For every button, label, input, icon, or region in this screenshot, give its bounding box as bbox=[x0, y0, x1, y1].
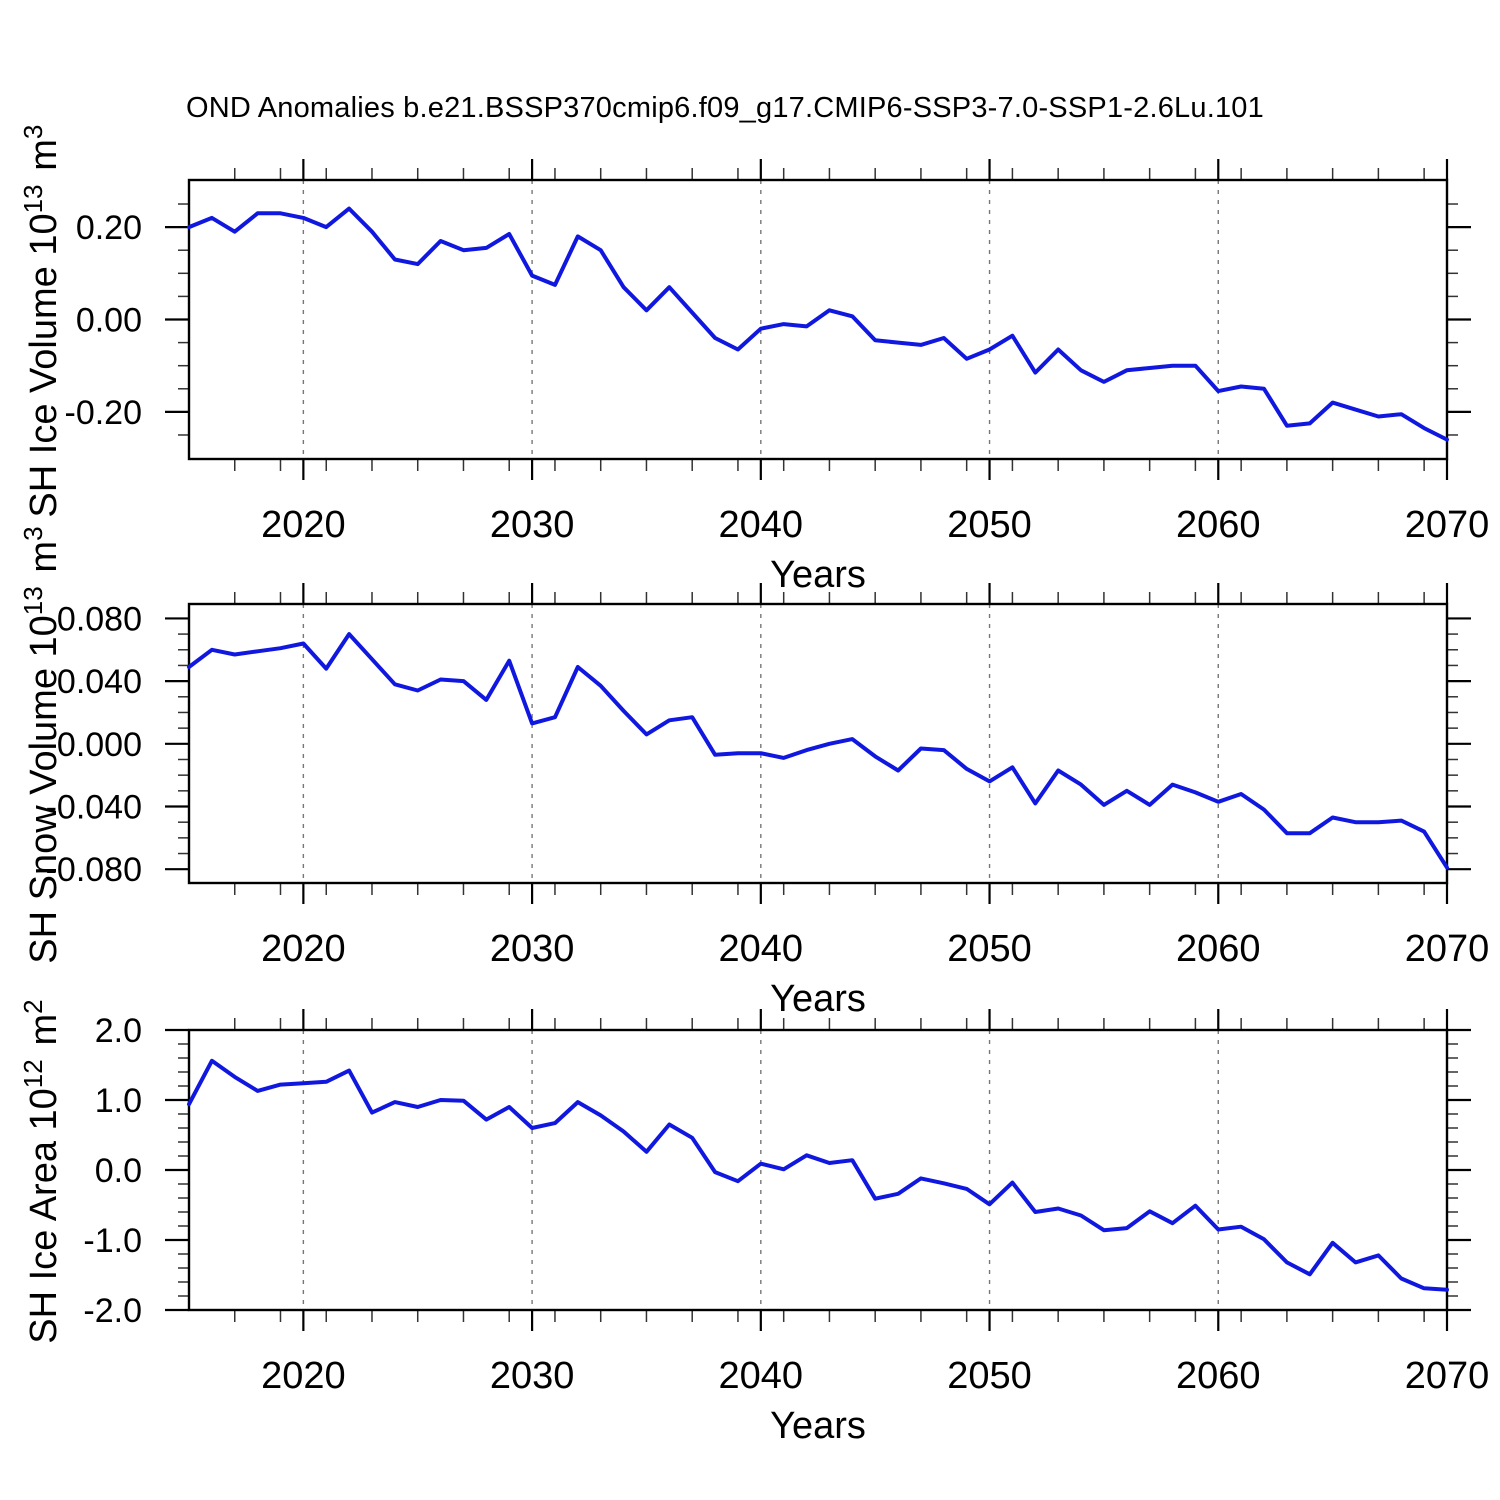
x-tick-label: 2070 bbox=[1405, 928, 1490, 970]
series-line bbox=[187, 632, 1449, 870]
x-tick-label: 2020 bbox=[261, 1355, 346, 1397]
y-tick-label: 0.000 bbox=[57, 726, 142, 764]
x-axis-title: Years bbox=[770, 554, 866, 596]
x-axis-title: Years bbox=[770, 978, 866, 1020]
x-tick-label: 2040 bbox=[719, 928, 804, 970]
y-tick-label: 0.0 bbox=[95, 1152, 142, 1190]
panel-sh-ice-area: 2.0 1.0 0.0 -1.0 -2.0 2020 2030 2040 2050 2060 207… bbox=[18, 996, 1490, 1447]
y-tick-label: 0.080 bbox=[57, 600, 142, 638]
y-axis-title: SH Ice Area 1012 m2 bbox=[18, 996, 65, 1344]
x-tick-label: 2040 bbox=[719, 1355, 804, 1397]
x-tick-label: 2040 bbox=[719, 504, 804, 546]
series-line bbox=[187, 206, 1449, 442]
y-tick-label: -1.0 bbox=[83, 1222, 142, 1260]
x-tick-label: 2020 bbox=[261, 928, 346, 970]
panel-sh-snow-volume: 0.080 0.040 0.000 -0.040 -0.080 2020 2030 2040 2… bbox=[18, 523, 1490, 1020]
x-tick-label: 2060 bbox=[1176, 1355, 1261, 1397]
plot-frame bbox=[187, 602, 1449, 885]
y-tick-label: -0.040 bbox=[46, 789, 142, 827]
x-tick-label: 2030 bbox=[490, 1355, 575, 1397]
y-tick-label: 0.20 bbox=[76, 209, 142, 247]
x-tick-label: 2050 bbox=[947, 1355, 1032, 1397]
figure-title: OND Anomalies b.e21.BSSP370cmip6.f09_g17… bbox=[186, 92, 1264, 124]
series-line bbox=[187, 1058, 1449, 1292]
y-axis-title: SH Snow Volume 1013 m3 bbox=[18, 523, 65, 964]
x-tick-label: 2030 bbox=[490, 504, 575, 546]
y-tick-label: 2.0 bbox=[95, 1012, 142, 1050]
x-tick-label: 2020 bbox=[261, 504, 346, 546]
x-tick-label: 2060 bbox=[1176, 504, 1261, 546]
x-tick-label: 2060 bbox=[1176, 928, 1261, 970]
y-tick-label: -0.080 bbox=[46, 851, 142, 889]
x-tick-label: 2050 bbox=[947, 504, 1032, 546]
x-tick-label: 2030 bbox=[490, 928, 575, 970]
plot-frame bbox=[187, 178, 1449, 461]
x-axis-title: Years bbox=[770, 1405, 866, 1447]
panel-sh-ice-volume: 0.20 0.00 -0.20 2020 2030 2040 2050 2060 2070 Yea… bbox=[18, 121, 1490, 596]
y-tick-label: 0.040 bbox=[57, 663, 142, 701]
y-tick-label: 1.0 bbox=[95, 1082, 142, 1120]
x-tick-label: 2070 bbox=[1405, 1355, 1490, 1397]
y-tick-label: 0.00 bbox=[76, 302, 142, 340]
x-tick-label: 2070 bbox=[1405, 504, 1490, 546]
y-axis-title: SH Ice Volume 1013 m3 bbox=[18, 121, 65, 517]
y-tick-label: -2.0 bbox=[83, 1292, 142, 1330]
plot-frame bbox=[187, 1028, 1449, 1312]
y-tick-label: -0.20 bbox=[65, 394, 143, 432]
x-tick-label: 2050 bbox=[947, 928, 1032, 970]
